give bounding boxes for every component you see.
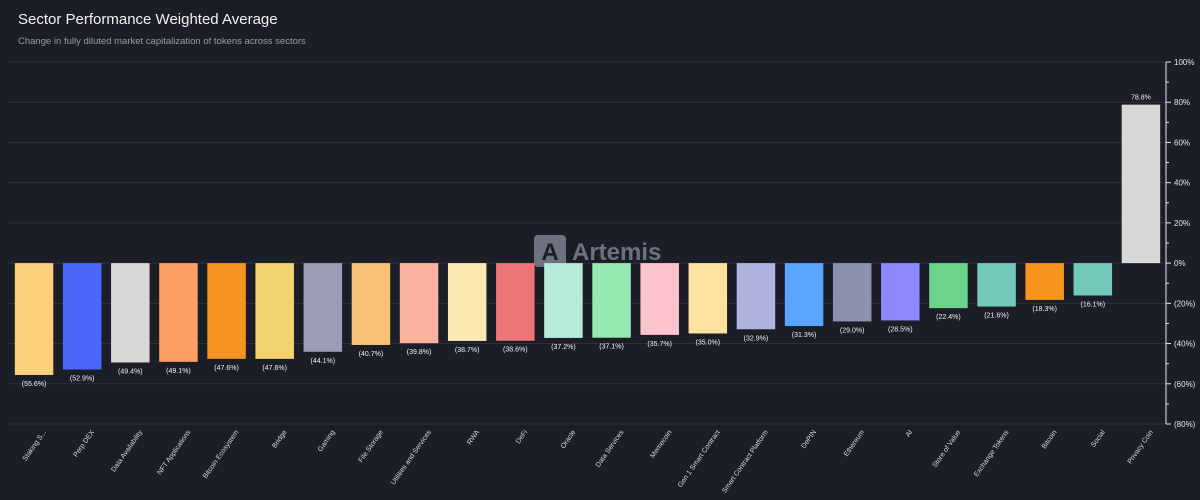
data-label: (35.7%) [647, 341, 672, 348]
data-label: 78.8% [1131, 95, 1151, 102]
x-tick-label: Bridge [271, 429, 288, 450]
bar [881, 263, 920, 321]
y-tick-label: (20%) [1174, 299, 1196, 308]
y-tick-label: 60% [1174, 138, 1190, 147]
x-tick-label: Bitcoin [1041, 429, 1059, 450]
bar [1025, 263, 1064, 300]
data-label: (38.6%) [503, 347, 528, 354]
x-tick-label: Data Availability [110, 429, 144, 474]
bar [207, 263, 246, 359]
data-label: (49.4%) [118, 368, 143, 375]
data-label: (28.5%) [888, 326, 913, 333]
bar [14, 263, 54, 375]
category-labels: Staking S... Perp DEX Data Availability NFT… [22, 429, 1155, 495]
x-tick-label: Store of Value [932, 429, 963, 469]
x-tick-label: Oracle [560, 429, 578, 450]
y-axis: 100% 80% 60% 40% 20% 0% (20%) (40%) (60%) (80%) [1165, 58, 1196, 429]
data-label: (31.3%) [792, 332, 817, 339]
y-tick-label: 100% [1174, 58, 1194, 67]
y-tick-label: 40% [1174, 179, 1190, 188]
data-label: (40.7%) [359, 351, 384, 358]
gridlines [8, 61, 1166, 425]
y-tick-label: 20% [1174, 219, 1190, 228]
data-label: (32.9%) [744, 335, 769, 342]
x-tick-label: Data Services [595, 429, 626, 469]
bar [399, 263, 439, 344]
x-tick-label: Staking S... [22, 429, 48, 462]
bar [351, 263, 391, 345]
bar [255, 263, 294, 359]
bar [640, 263, 679, 335]
data-label: (35.0%) [696, 340, 721, 347]
artemis-logo-glyph: A [541, 239, 558, 266]
x-tick-label: AI [905, 429, 915, 438]
y-tick-label: (40%) [1174, 340, 1196, 349]
data-label: (39.8%) [407, 349, 432, 356]
x-tick-label: DePIN [800, 429, 818, 450]
watermark: A Artemis [534, 235, 661, 267]
chart-title: Sector Performance Weighted Average [18, 11, 278, 28]
data-label: (49.1%) [166, 368, 191, 375]
bar [736, 263, 776, 330]
data-label: (38.7%) [455, 347, 480, 354]
x-tick-label: DeFi [515, 429, 529, 445]
bar [592, 263, 631, 338]
x-tick-label: Memecoin [649, 429, 673, 460]
bar [1073, 263, 1113, 296]
artemis-logo-icon [534, 235, 566, 267]
chart-subtitle: Change in fully diluted market capitaliz… [18, 36, 306, 47]
bar [159, 263, 198, 362]
bars [14, 104, 1161, 375]
bar [688, 263, 728, 334]
bar [111, 263, 150, 363]
data-label: (55.6%) [22, 381, 47, 388]
x-tick-label: Smart Contract Platform [721, 429, 770, 495]
bar [496, 263, 535, 341]
bar [977, 263, 1016, 307]
x-tick-label: Gen 1 Smart Contract [677, 429, 722, 489]
x-tick-label: Utilities and Services [390, 429, 433, 487]
data-label: (21.6%) [984, 313, 1009, 320]
y-tick-label: 0% [1174, 259, 1186, 268]
data-label: (47.6%) [214, 365, 239, 372]
bar [1121, 104, 1161, 264]
watermark-text: Artemis [572, 239, 661, 266]
data-label: (29.0%) [840, 327, 865, 334]
data-label: (52.9%) [70, 375, 95, 382]
x-tick-label: File Storage [358, 429, 385, 464]
x-tick-label: Bitcoin Ecosystem [202, 429, 241, 480]
y-tick-label: (60%) [1174, 380, 1196, 389]
data-label: (16.1%) [1081, 301, 1106, 308]
data-label: (44.1%) [311, 358, 336, 365]
bar [303, 263, 343, 352]
x-tick-label: RWA [466, 429, 481, 446]
data-label: (22.4%) [936, 314, 961, 321]
bar [784, 263, 824, 327]
bar [929, 263, 968, 309]
y-tick-label: (80%) [1174, 420, 1196, 429]
bar [544, 263, 583, 338]
bar [447, 263, 487, 341]
data-label: (18.3%) [1032, 306, 1057, 313]
x-tick-label: Gaming [317, 429, 337, 453]
x-tick-label: Social [1090, 429, 1107, 449]
x-tick-label: NFT Applications [156, 429, 192, 477]
x-tick-label: Privacy Coin [1127, 429, 1155, 465]
data-label: (37.2%) [551, 344, 576, 351]
data-label: (37.1%) [599, 344, 624, 351]
y-tick-label: 80% [1174, 98, 1190, 107]
x-tick-label: Perp DEX [73, 429, 97, 459]
bar [832, 263, 872, 322]
x-tick-label: Ethereum [843, 429, 866, 458]
bar [62, 263, 102, 370]
value-labels: (55.6%) (52.9%) (49.4%) (49.1%) (47.6%) (47.6… [22, 95, 1151, 388]
data-label: (47.6%) [262, 365, 287, 372]
x-tick-label: Exchange Tokens [973, 429, 1011, 479]
